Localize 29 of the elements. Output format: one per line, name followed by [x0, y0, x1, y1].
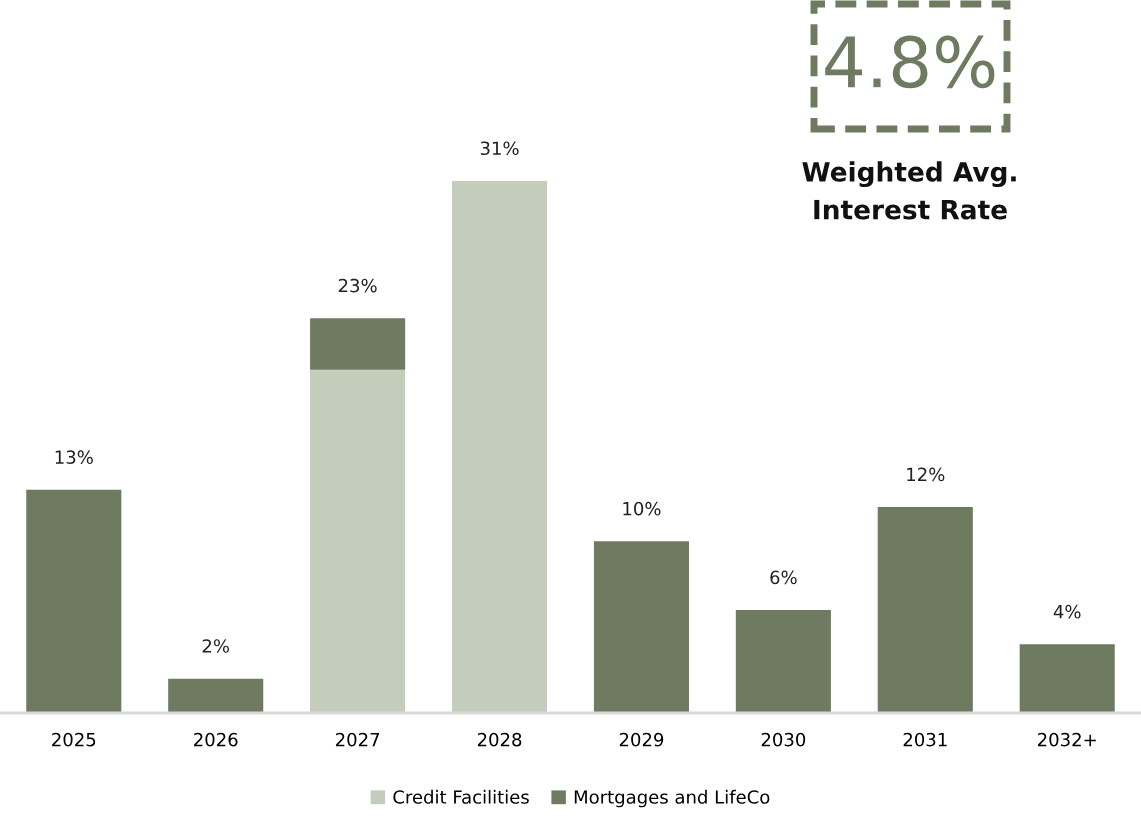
bar	[310, 318, 406, 370]
x-tick-label: 2032+	[1037, 732, 1096, 747]
bar	[593, 541, 689, 713]
bar	[877, 507, 973, 713]
data-label: 13%	[55, 450, 93, 465]
bar	[310, 369, 406, 713]
x-tick-label: 2026	[194, 732, 238, 747]
data-label: 4%	[1053, 604, 1081, 619]
bar	[452, 180, 548, 713]
x-tick-label: 2031	[903, 732, 947, 747]
x-tick-label: 2030	[761, 732, 806, 747]
x-tick-label: 2029	[619, 732, 664, 747]
bar	[168, 678, 264, 713]
total-label: 23%	[338, 278, 377, 293]
bar	[735, 610, 831, 713]
bar	[26, 489, 122, 713]
annotation: Weighted Avg. Interest Rate	[802, 161, 1016, 220]
x-tick-label: 2028	[477, 732, 522, 747]
data-label: 2%	[202, 639, 230, 653]
legend-label: Credit Facilities	[393, 789, 529, 804]
bar	[1019, 644, 1115, 713]
x-tick-label: 2025	[52, 732, 96, 747]
legend-label: Mortgages and LifeCo	[574, 789, 770, 808]
data-label: 31%	[480, 141, 519, 156]
data-label: 6%	[770, 570, 797, 585]
data-label: 10%	[623, 501, 661, 516]
x-tick-label: 2027	[335, 732, 380, 747]
data-label: 12%	[907, 467, 945, 482]
text: 4.8%	[825, 35, 995, 89]
